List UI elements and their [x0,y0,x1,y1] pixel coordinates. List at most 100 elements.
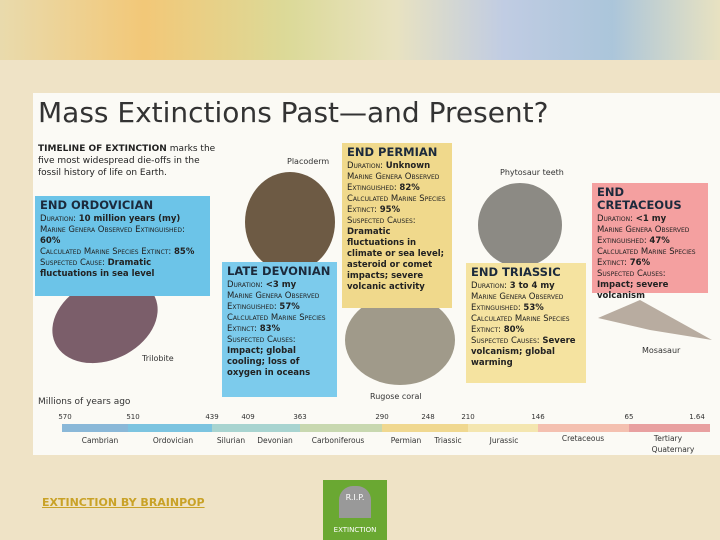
timeline-period: Permian [390,436,422,445]
field-value: 3 to 4 my [509,281,555,291]
field-label: Suspected Cause: [40,258,105,268]
intro-lead: TIMELINE OF EXTINCTION [38,144,167,154]
field-value: <1 my [635,214,667,224]
field-label: Marine Genera Observed Extinguished: [40,225,185,235]
mosasaur-fossil [598,300,712,340]
timeline-tick: 570 [58,413,72,421]
field-value: 47% [649,236,670,246]
timeline-tick: 1.64 [689,413,705,421]
extinction-icon[interactable]: R.I.P. EXTINCTION [323,480,387,540]
event-field: Suspected Causes: Severe volcanism; glob… [471,336,581,369]
event-field: Calculated Marine Species Extinct: 95% [347,194,447,216]
timeline-segment [62,424,128,432]
intro-text: marks the five most widespread die-offs … [38,144,216,178]
event-box: END CRETACEOUS Duration: <1 my Marine Gene… [592,183,708,301]
timeline-period: Quaternary [651,445,695,454]
field-label: Calculated Marine Species Extinct: [227,313,326,334]
event-box: LATE DEVONIAN Duration: <3 my Marine Gener… [222,262,337,397]
field-value: 76% [629,258,651,268]
event-heading: LATE DEVONIAN [227,264,331,278]
field-label: Calculated Marine Species Extinct: [40,247,172,257]
event-field: Calculated Marine Species Extinct: 76% [597,247,703,269]
field-value: <3 my [265,280,297,290]
timeline-segment [382,424,468,432]
icon-gravestone: R.I.P. [339,486,371,518]
intro: TIMELINE OF EXTINCTION marks the five mo… [38,143,216,179]
event-box: END TRIASSIC Duration: 3 to 4 my Marine Ge… [466,263,586,383]
event-field: Calculated Marine Species Extinct: 85% [40,247,205,258]
event-field: Marine Genera Observed Extinguished: 60% [40,225,205,247]
timeline-period: Devonian [257,436,293,445]
field-label: Duration: [471,281,508,291]
field-value: Dramatic fluctuations in climate or sea … [347,227,445,292]
field-value: Severe volcanism; global warming [471,336,576,368]
field-value: 80% [503,325,525,335]
field-value: 82% [399,183,420,193]
timeline-segment [212,424,300,432]
event-field: Marine Genera Observed Extinguished: 47% [597,225,703,247]
field-label: Suspected Causes: [471,336,540,346]
timeline-tick: 248 [421,413,435,421]
timeline-tick: 409 [241,413,255,421]
timeline-period: Cretaceous [561,434,605,443]
event-field: Marine Genera Observed Extinguished: 82% [347,172,447,194]
field-value: Impact; severe volcanism [597,280,669,301]
field-label: Calculated Marine Species Extinct: [471,314,570,335]
fossil-label: Placoderm [287,157,330,166]
brainpop-link[interactable]: EXTINCTION BY BRAINPOP [42,496,205,509]
timeline-label: Millions of years ago [38,397,131,407]
fossil-label: Trilobite [142,354,174,363]
timeline-tick: 510 [126,413,140,421]
timeline-segment [128,424,212,432]
timeline-period: Cambrian [81,436,119,445]
field-label: Duration: [597,214,634,224]
timeline-tick: 363 [293,413,307,421]
event-field: Suspected Causes: Impact; severe volcani… [597,269,703,302]
field-label: Calculated Marine Species Extinct: [347,194,446,215]
field-label: Marine Genera Observed Extinguished: [347,172,440,193]
field-label: Calculated Marine Species Extinct: [597,247,696,268]
timeline-period: Ordovician [152,436,194,445]
fossil-label: Phytosaur teeth [500,168,564,177]
field-label: Marine Genera Observed Extinguished: [597,225,690,246]
event-field: Suspected Cause: Dramatic fluctuations i… [40,258,205,280]
timeline-period: Jurassic [489,436,519,445]
timeline-segment [468,424,538,432]
timeline-period: Silurian [216,436,246,445]
field-label: Suspected Causes: [597,269,666,279]
event-field: Suspected Causes: Dramatic fluctuations … [347,216,447,293]
event-field: Marine Genera Observed Extinguished: 57% [227,291,332,313]
field-label: Marine Genera Observed Extinguished: [471,292,564,313]
decor-strip [0,0,720,60]
event-field: Calculated Marine Species Extinct: 80% [471,314,581,336]
field-value: 83% [259,324,281,334]
timeline-period: Tertiary [653,434,683,443]
fossil-label: Rugose coral [370,392,422,401]
placoderm-fossil [245,172,335,272]
timeline-tick: 65 [624,413,634,421]
event-field: Suspected Causes: Impact; global cooling… [227,335,332,379]
field-value: 85% [174,247,195,257]
event-field: Marine Genera Observed Extinguished: 53% [471,292,581,314]
event-heading: END ORDOVICIAN [40,198,154,212]
event-field: Duration: <1 my [597,214,703,225]
timeline-tick: 439 [205,413,219,421]
event-field: Duration: Unknown [347,161,447,172]
event-field: Duration: <3 my [227,280,332,291]
field-value: 95% [379,205,401,215]
phytosaur-fossil [478,183,562,267]
fossil-label: Mosasaur [642,346,681,355]
event-box: END ORDOVICIAN Duration: 10 million years… [35,196,210,296]
event-box: END PERMIAN Duration: Unknown Marine Gener… [342,143,452,308]
field-value: Dramatic fluctuations in sea level [40,258,155,279]
field-label: Duration: [227,280,264,290]
field-value: 60% [40,236,61,246]
timeline-period: Carboniferous [311,436,365,445]
event-field: Duration: 10 million years (my) [40,214,205,225]
event-field: Calculated Marine Species Extinct: 83% [227,313,332,335]
event-field: Duration: 3 to 4 my [471,281,581,292]
timeline-segment [629,424,710,432]
